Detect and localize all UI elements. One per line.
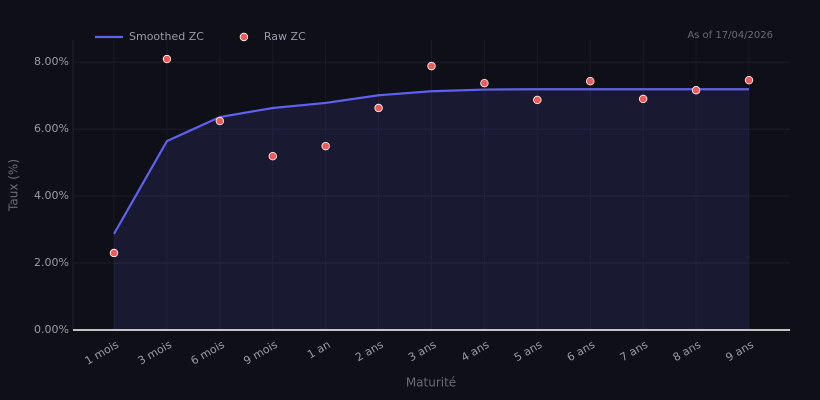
point — [586, 76, 595, 86]
legend-swatch — [239, 32, 249, 42]
point — [215, 116, 225, 126]
point — [744, 75, 754, 85]
y-tick-label: 6.00% — [34, 122, 69, 135]
y-tick-label: 2.00% — [34, 256, 69, 269]
area — [114, 89, 749, 331]
annotation: As of 17/04/2026 — [687, 30, 773, 41]
legend-label: Raw ZC — [264, 30, 306, 43]
x-axis-label: Maturité — [406, 376, 456, 390]
point — [162, 54, 172, 64]
y-axis-label: Taux (%) — [7, 159, 21, 212]
point — [268, 152, 277, 161]
point — [427, 61, 436, 71]
point — [109, 248, 119, 258]
point — [638, 94, 648, 104]
point — [374, 103, 383, 113]
y-tick-label: 4.00% — [34, 189, 69, 202]
y-tick-label: 0.00% — [34, 323, 69, 336]
point — [480, 78, 489, 88]
point — [691, 86, 701, 95]
point — [321, 141, 330, 151]
point — [533, 95, 542, 105]
y-tick-label: 8.00% — [34, 55, 69, 68]
legend-label: Smoothed ZC — [129, 30, 204, 43]
